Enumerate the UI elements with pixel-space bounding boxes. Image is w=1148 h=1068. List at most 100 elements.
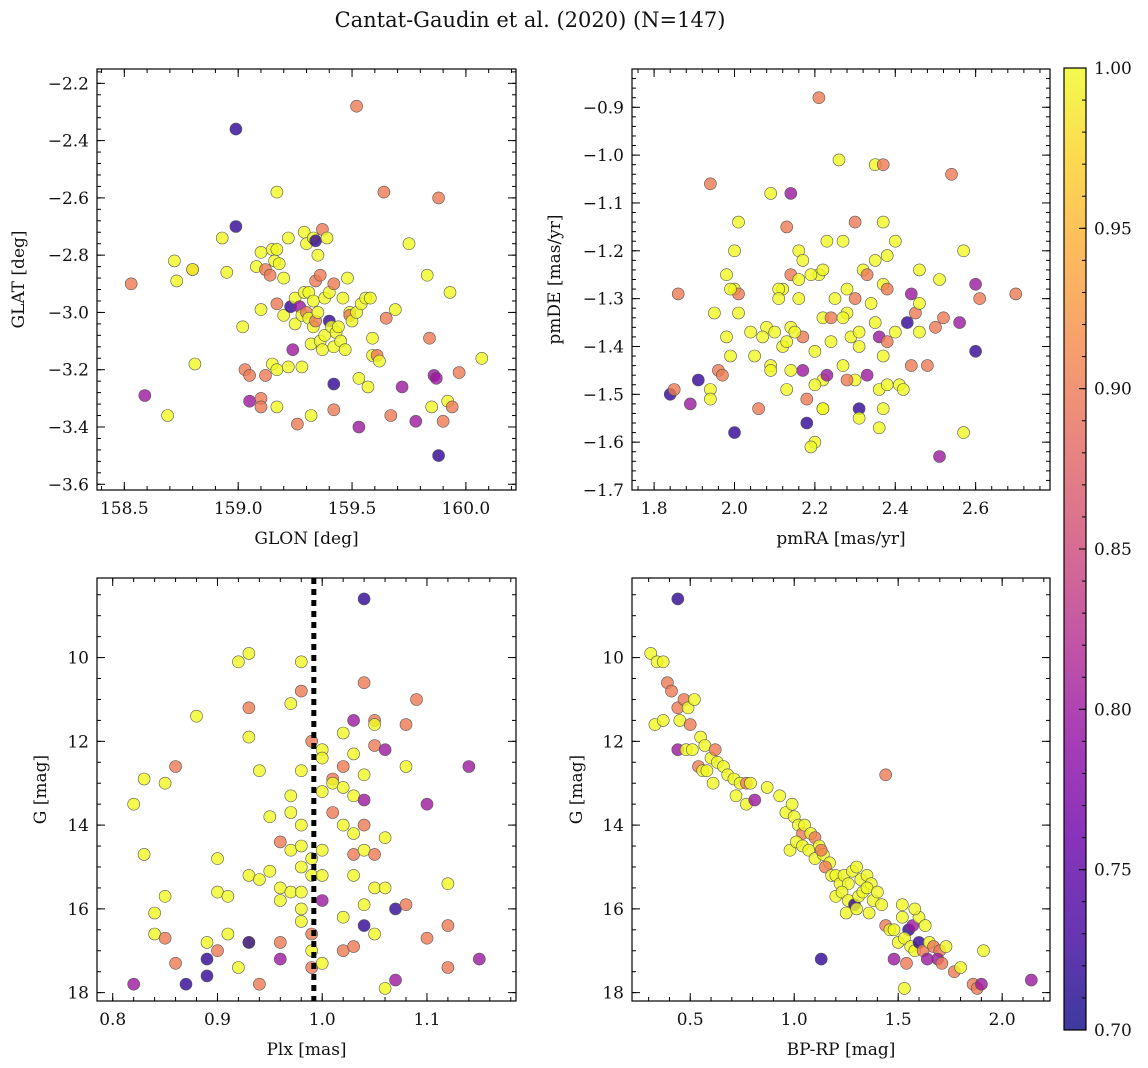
x-tick-label: 2.0	[989, 1010, 1016, 1030]
data-point	[232, 655, 245, 669]
data-point	[841, 877, 855, 891]
data-point	[957, 244, 970, 258]
data-point	[211, 944, 224, 958]
panel-glon-glat: 158.5 159.0 159.5 160.0 −3.6 −3.4 −3.2 −3.0 −2.8…	[9, 68, 517, 549]
colorbar: 0.70 0.75 0.80 0.85 0.90 0.95 1.00	[1063, 59, 1132, 1041]
data-point	[888, 234, 902, 248]
y-tick-label: 12	[602, 732, 624, 752]
data-point	[378, 743, 392, 757]
data-point	[158, 931, 172, 945]
data-point	[350, 99, 363, 113]
data-point	[683, 718, 697, 731]
data-point	[876, 158, 890, 171]
data-point	[347, 827, 360, 840]
data-point	[764, 187, 778, 200]
y-axis-label: GLAT [deg]	[9, 230, 29, 328]
data-point	[888, 325, 902, 339]
data-point	[452, 366, 466, 379]
y-tick-label: −1.5	[583, 385, 624, 405]
data-point	[908, 902, 922, 916]
data-point	[957, 426, 970, 439]
data-point	[744, 325, 757, 339]
data-point	[832, 153, 846, 167]
data-point	[671, 592, 685, 606]
data-point	[236, 320, 249, 334]
y-tick-label: −2.2	[48, 74, 89, 94]
data-point	[935, 956, 949, 970]
data-point	[158, 889, 172, 903]
data-point	[373, 354, 386, 368]
data-point	[879, 768, 893, 782]
data-point	[277, 271, 291, 285]
data-point	[900, 956, 913, 970]
data-point	[220, 265, 234, 279]
data-point	[294, 818, 308, 832]
data-point	[368, 718, 381, 731]
x-tick-label: 2.0	[721, 499, 748, 519]
data-point	[784, 364, 798, 377]
data-point	[896, 383, 910, 396]
data-point	[939, 940, 953, 953]
data-point	[898, 982, 911, 995]
data-point	[780, 335, 794, 349]
data-point	[254, 400, 268, 414]
data-point	[880, 335, 894, 349]
data-point	[945, 168, 958, 181]
data-point	[814, 843, 828, 857]
data-point	[850, 860, 863, 874]
data-points	[663, 91, 1023, 463]
data-point	[270, 297, 284, 311]
data-point	[977, 944, 990, 958]
x-tick-label: 1.0	[309, 1010, 336, 1030]
data-point	[716, 368, 729, 382]
data-point	[732, 306, 745, 320]
data-point	[315, 751, 329, 765]
x-tick-label: 1.1	[413, 1010, 440, 1030]
data-point	[420, 268, 434, 282]
data-point	[420, 797, 434, 811]
data-point	[347, 869, 360, 882]
data-point	[336, 910, 350, 924]
data-point	[294, 860, 308, 874]
y-tick-label: 14	[67, 816, 89, 836]
data-point	[748, 349, 761, 363]
data-point	[796, 364, 810, 377]
y-tick-label: −3.0	[48, 303, 89, 323]
data-point	[756, 330, 769, 344]
data-point	[728, 244, 741, 258]
data-point	[273, 835, 287, 849]
x-axis-label: Plx [mas]	[266, 1040, 346, 1060]
data-point	[294, 915, 308, 928]
data-point	[683, 397, 697, 411]
y-tick-label: −2.4	[48, 132, 89, 152]
data-point	[812, 91, 826, 104]
data-point	[336, 760, 350, 773]
data-point	[820, 234, 834, 248]
data-point	[644, 647, 658, 660]
y-tick-label: 10	[602, 649, 624, 669]
data-points	[127, 592, 486, 995]
data-point	[780, 220, 794, 234]
data-point	[294, 684, 308, 698]
data-point	[211, 852, 224, 865]
data-point	[937, 311, 950, 325]
data-point	[281, 231, 295, 245]
data-point	[270, 185, 284, 199]
data-point	[357, 592, 371, 606]
data-point	[760, 781, 774, 794]
data-point	[720, 268, 733, 282]
data-point	[708, 743, 722, 757]
y-axis-label: G [mag]	[31, 755, 51, 824]
x-tick-label: 1.5	[885, 1010, 912, 1030]
data-point	[898, 931, 911, 945]
data-point	[728, 426, 741, 439]
data-point	[221, 927, 235, 941]
data-point	[200, 952, 214, 966]
data-point	[242, 701, 256, 715]
data-point	[284, 806, 298, 819]
x-axis-label: pmRA [mas/yr]	[776, 529, 905, 549]
axes-frame	[96, 68, 517, 491]
data-point	[441, 961, 455, 974]
data-point	[409, 414, 423, 428]
data-point	[188, 357, 202, 371]
